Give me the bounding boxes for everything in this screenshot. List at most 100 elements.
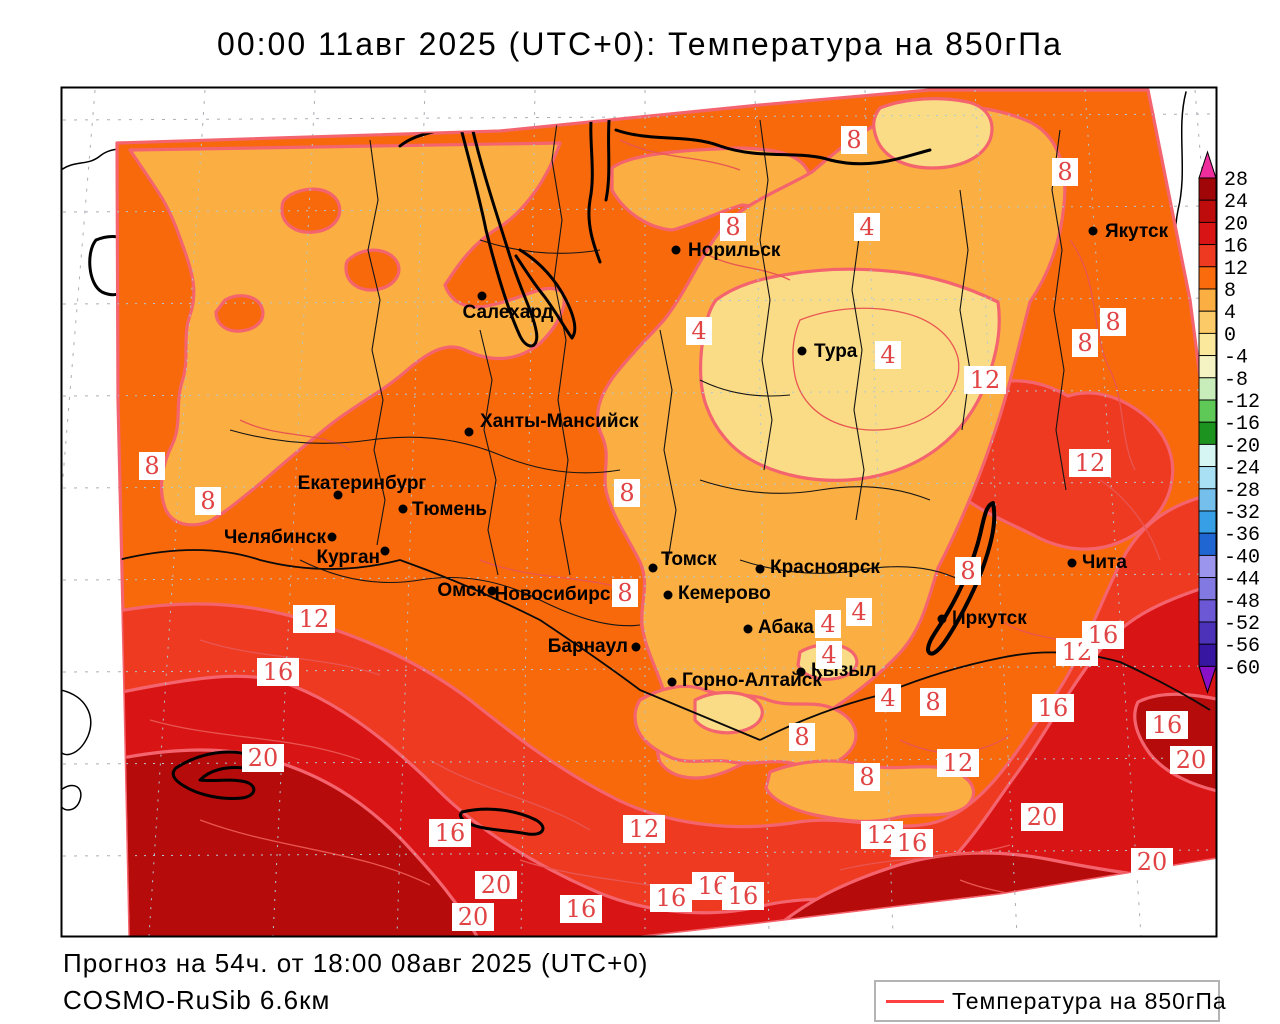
contour-label: 8	[846, 126, 861, 154]
colorbar-tick-label: 4	[1224, 302, 1236, 325]
contour-label: 8	[794, 723, 809, 751]
colorbar-tick-label: 12	[1224, 258, 1248, 281]
city-marker	[478, 292, 487, 301]
band-0-4-northeast-spot	[874, 99, 992, 168]
colorbar-tick-label: -44	[1224, 569, 1260, 592]
city-label: Якутск	[1105, 221, 1169, 242]
city-label: Красноярск	[770, 557, 880, 578]
model-info-text: COSMO-RuSib 6.6км	[63, 985, 330, 1016]
colorbar-tick-label: -4	[1224, 347, 1248, 370]
contour-label: 8	[1105, 308, 1120, 336]
contour-label: 8	[925, 688, 940, 716]
colorbar-tick-label: -56	[1224, 635, 1260, 658]
city-marker	[328, 533, 337, 542]
meridian-line	[25, 90, 95, 936]
city-marker	[399, 505, 408, 514]
colorbar-tick-label: -52	[1224, 613, 1260, 636]
contour-label: 16	[566, 895, 597, 923]
city-marker	[668, 678, 677, 687]
city-marker	[797, 668, 806, 677]
colorbar-cell	[1199, 644, 1216, 666]
colorbar-tick-label: -16	[1224, 413, 1260, 436]
line-legend-label: Температура на 850гПа	[952, 988, 1227, 1015]
colorbar-tick-label: -36	[1224, 524, 1260, 547]
colorbar-cell	[1199, 444, 1216, 466]
colorbar-tick-label: -12	[1224, 391, 1260, 414]
colorbar-cell	[1199, 333, 1216, 355]
colorbar-cell	[1199, 578, 1216, 600]
colorbar-cell	[1199, 267, 1216, 289]
city-marker	[381, 547, 390, 556]
contour-label: 16	[728, 882, 759, 910]
colorbar-cell	[1199, 555, 1216, 577]
contour-label: 4	[880, 684, 895, 712]
contour-label: 12	[629, 815, 660, 843]
contour-label: 4	[880, 341, 895, 369]
city-label: Челябинск	[224, 527, 327, 548]
city-label: Новосибирск	[495, 584, 621, 605]
colorbar-cell	[1199, 400, 1216, 422]
caspian-coast	[61, 690, 91, 810]
orange-island-1	[282, 189, 340, 232]
contour-label: 8	[859, 763, 874, 791]
contour-label: 20	[248, 744, 279, 772]
city-marker	[664, 591, 673, 600]
city-label: Тура	[814, 341, 858, 362]
contour-label: 12	[1075, 449, 1106, 477]
city-marker	[649, 564, 658, 573]
contour-label: 16	[1088, 621, 1119, 649]
contour-label: 20	[1027, 803, 1058, 831]
colorbar-tick-label: -60	[1224, 657, 1260, 680]
colorbar-tick-label: -40	[1224, 546, 1260, 569]
colorbar-legend: 2824201612840-4-8-12-16-20-24-28-32-36-4…	[1199, 152, 1260, 692]
contour-label: 16	[656, 884, 687, 912]
contour-label: 8	[619, 479, 634, 507]
colorbar-over-triangle	[1199, 152, 1216, 178]
colorbar-tick-label: 16	[1224, 236, 1248, 259]
contour-label: 4	[821, 641, 836, 669]
city-label: Норильск	[688, 240, 781, 261]
city-marker	[1068, 559, 1077, 568]
contour-label: 16	[263, 658, 294, 686]
colorbar-tick-label: -24	[1224, 458, 1260, 481]
colorbar-tick-label: 24	[1224, 191, 1248, 214]
contour-label: 4	[851, 598, 866, 626]
colorbar-cell	[1199, 178, 1216, 200]
orange-island-3	[216, 296, 263, 331]
contour-label: 4	[691, 317, 706, 345]
contour-label: 20	[458, 903, 489, 931]
colorbar-tick-label: 8	[1224, 280, 1236, 303]
colorbar-cell	[1199, 378, 1216, 400]
colorbar-tick-label: -8	[1224, 369, 1248, 392]
contour-label: 16	[435, 819, 466, 847]
contour-label: 16	[897, 829, 928, 857]
colorbar-tick-label: -48	[1224, 591, 1260, 614]
map-canvas: Норильск Салехард Тура Якутск Ханты-Мансийск…	[0, 0, 1280, 1024]
city-marker	[465, 428, 474, 437]
colorbar-tick-label: -32	[1224, 502, 1260, 525]
line-legend-box: Температура на 850гПа	[874, 980, 1220, 1022]
colorbar-cell	[1199, 533, 1216, 555]
contour-label: 8	[1077, 329, 1092, 357]
city-label: Салехард	[463, 302, 554, 323]
contour-label: 8	[725, 213, 740, 241]
contour-label: 20	[1137, 848, 1168, 876]
city-label: Чита	[1082, 552, 1127, 573]
contour-label: 8	[617, 579, 632, 607]
contour-label: 8	[200, 487, 215, 515]
contour-label: 12	[943, 749, 974, 777]
city-marker	[756, 565, 765, 574]
colorbar-cell	[1199, 511, 1216, 533]
city-label: Омск	[437, 580, 486, 601]
meridian-line	[25, 90, 95, 936]
contour-label: 16	[1038, 694, 1069, 722]
city-marker	[672, 246, 681, 255]
contour-label: 8	[1057, 158, 1072, 186]
contour-label: 16	[1152, 711, 1183, 739]
city-label: Ханты-Мансийск	[480, 411, 639, 432]
colorbar-cell	[1199, 356, 1216, 378]
city-label: Екатеринбург	[298, 473, 427, 494]
colorbar-cell	[1199, 222, 1216, 244]
city-label: Курган	[317, 547, 380, 568]
colorbar-cell	[1199, 200, 1216, 222]
